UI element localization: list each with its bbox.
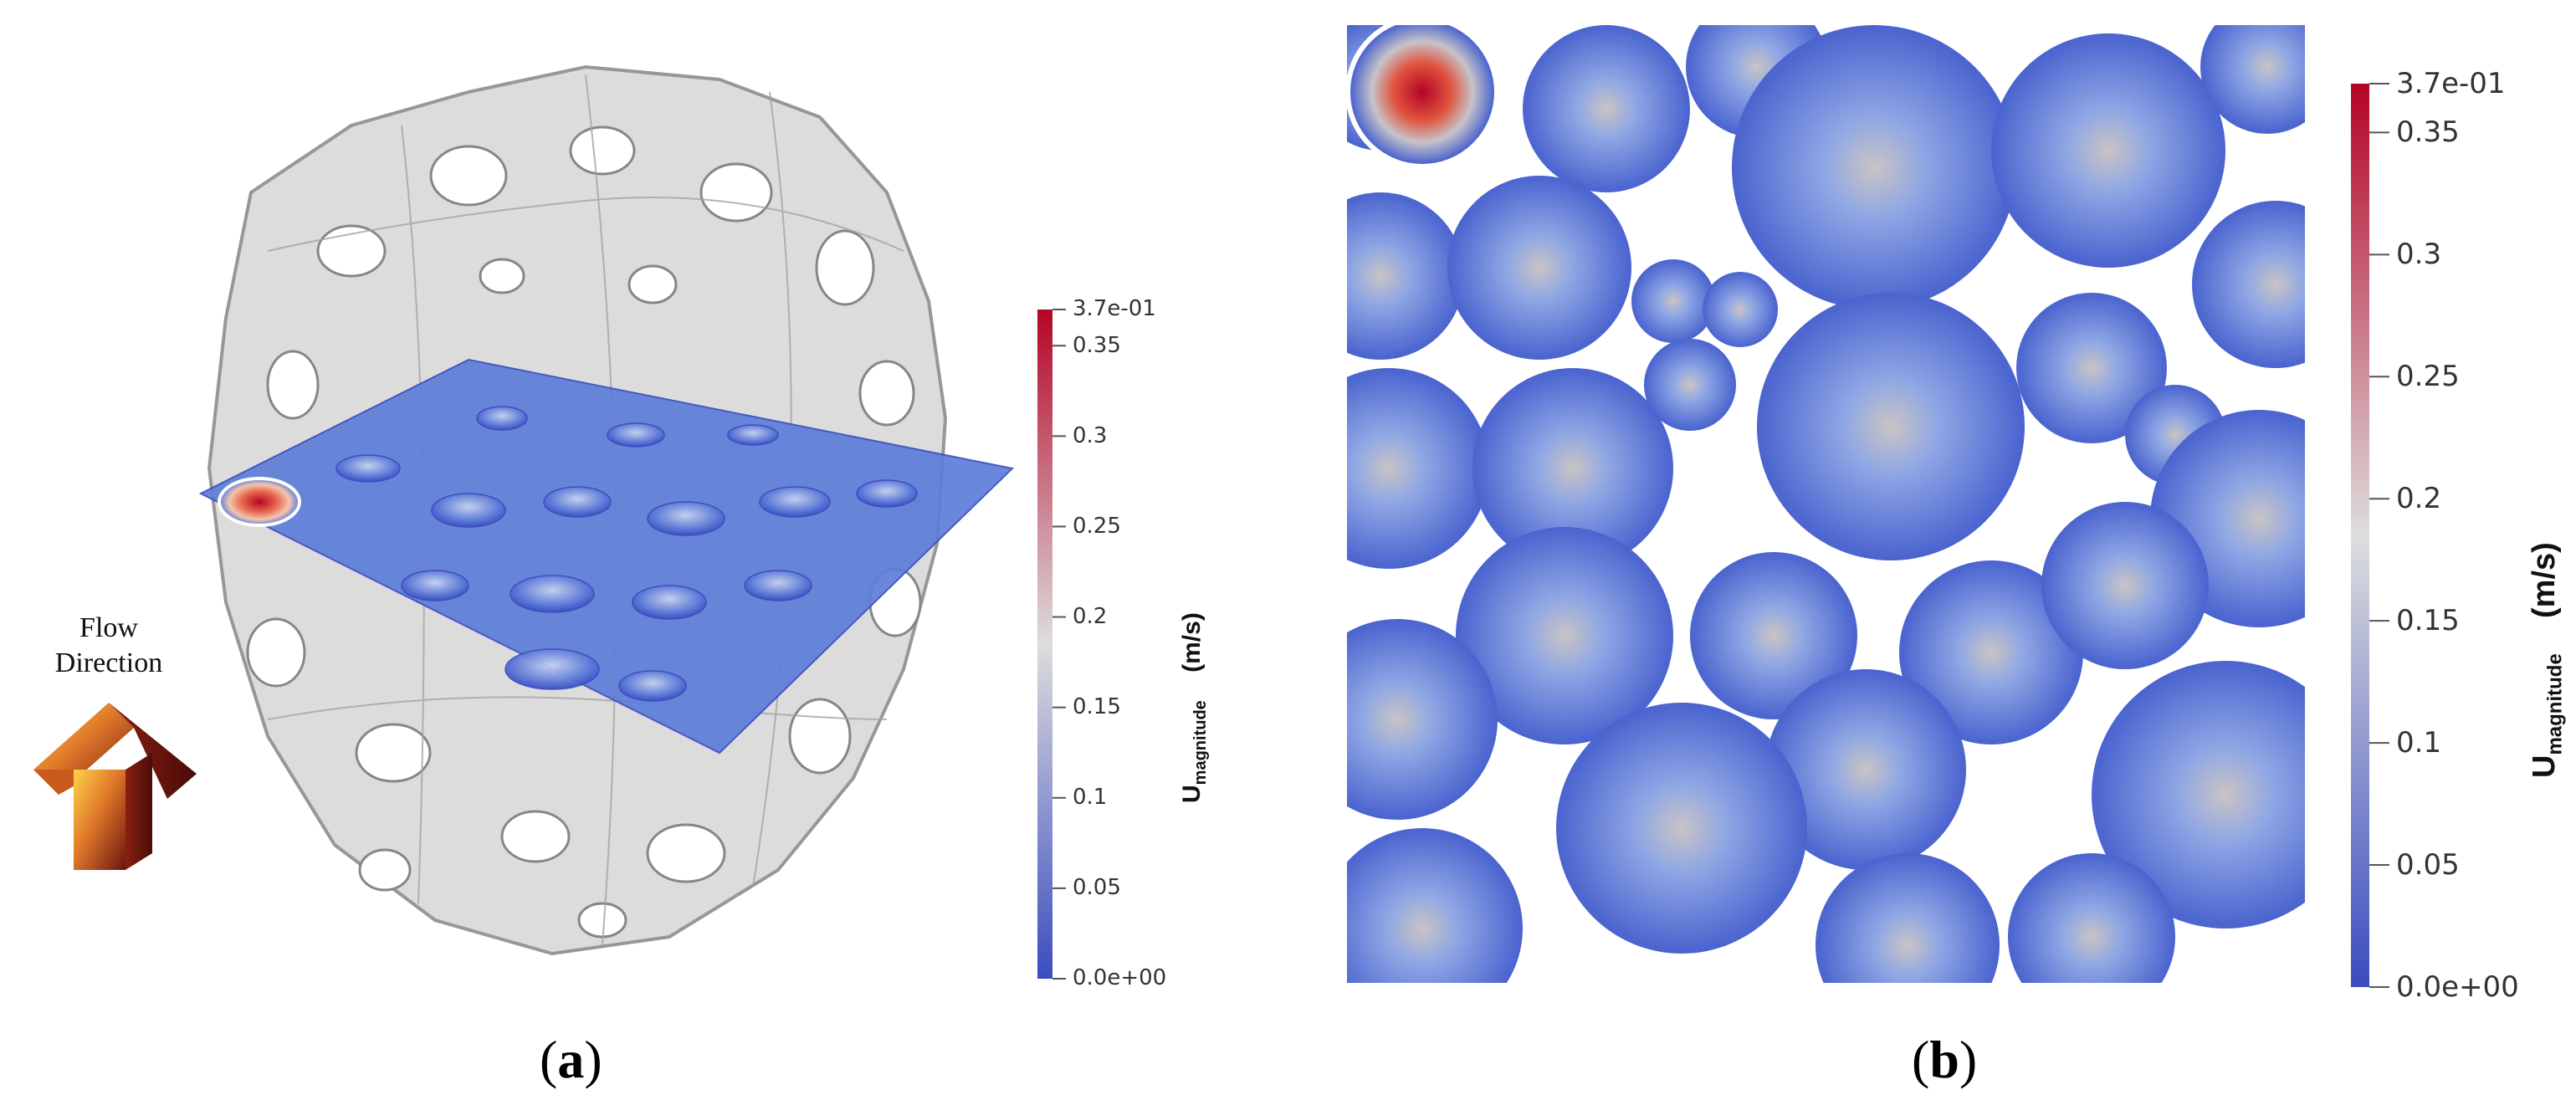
panel-b-caption-letter: b — [1929, 1030, 1959, 1089]
velocity-slice-2d — [1347, 25, 2389, 988]
panel_b-colorbar-tick-label: 0.35 — [2396, 115, 2460, 149]
colorbar-b — [2351, 83, 2389, 988]
panel_a-colorbar-gradient — [1037, 310, 1052, 979]
panel_b-colorbar-tick-label: 0.3 — [2396, 237, 2442, 271]
panel_a-colorbar-tick-label: 0.1 — [1073, 785, 1108, 811]
panel_b-colorbar-tick-label: 0.15 — [2396, 603, 2460, 637]
colorbar-b-title-main: U — [2527, 755, 2562, 778]
colorbar-a-title-unit: (m/s) — [1178, 612, 1206, 673]
panel_a-colorbar-tick-label: 0.25 — [1073, 513, 1121, 539]
hot-spot-pore — [218, 477, 301, 527]
panel-b-slice-view: 3.7e-01 0.35 0.3 0.25 0.2 0.15 0.1 0.05 0.0e+00 … — [1288, 0, 2576, 1100]
panel_a-colorbar-tick-label: 0.15 — [1073, 694, 1121, 720]
pore-field — [1347, 25, 2305, 983]
velocity-slice-plane — [198, 358, 1015, 755]
panel_b-colorbar-tick-label: 0.25 — [2396, 359, 2460, 393]
panel-a-3d-view: Flow Direction 3.7e-01 0.35 0.3 0.25 0.2 0.15… — [25, 64, 1211, 1089]
panel_b-colorbar-tick-max: 3.7e-01 — [2396, 66, 2506, 100]
hot-spot-pore — [1350, 25, 1494, 164]
panel_a-colorbar-tick-label: 0.2 — [1073, 603, 1108, 629]
flow-direction-arrow-icon — [33, 703, 197, 870]
panel-a-caption: (a) — [540, 1030, 602, 1089]
panel_a-colorbar-tick-label: 0.35 — [1073, 332, 1121, 358]
colorbar-a-title-sub: magnitude — [1191, 700, 1210, 785]
panel_b-colorbar-tick-label: 0.1 — [2396, 725, 2442, 760]
panel_b-colorbar-gradient — [2351, 84, 2369, 987]
panel_a-colorbar-tick-label: 0.3 — [1073, 422, 1108, 448]
panel-a-caption-letter: a — [557, 1030, 585, 1089]
panel-b-caption: (b) — [1912, 1030, 1978, 1089]
panel_b-colorbar-tick-label: 0.05 — [2396, 847, 2460, 882]
panel_a-colorbar-tick-label: 0.05 — [1073, 875, 1121, 901]
colorbar-b-title: Umagnitude (m/s) — [2527, 542, 2568, 778]
flow-label-line2: Direction — [54, 647, 163, 678]
flow-label-line1: Flow — [79, 612, 138, 643]
colorbar-b-title-sub: magnitude — [2543, 653, 2567, 755]
panel_b-colorbar-tick-label: 0.2 — [2396, 481, 2442, 515]
panel_a-colorbar-tick-max: 3.7e-01 — [1073, 296, 1156, 322]
flow-direction-label: Flow Direction — [25, 611, 192, 681]
colorbar-b-title-unit: (m/s) — [2527, 542, 2562, 618]
panel_b-colorbar-tick-min: 0.0e+00 — [2396, 970, 2519, 1004]
panel_a-colorbar-tick-min: 0.0e+00 — [1073, 965, 1167, 991]
colorbar-a-title: Umagnitude (m/s) — [1178, 612, 1211, 803]
colorbar-a — [1037, 309, 1066, 980]
colorbar-a-title-main: U — [1178, 785, 1206, 803]
foam-3d-render — [33, 64, 1066, 980]
